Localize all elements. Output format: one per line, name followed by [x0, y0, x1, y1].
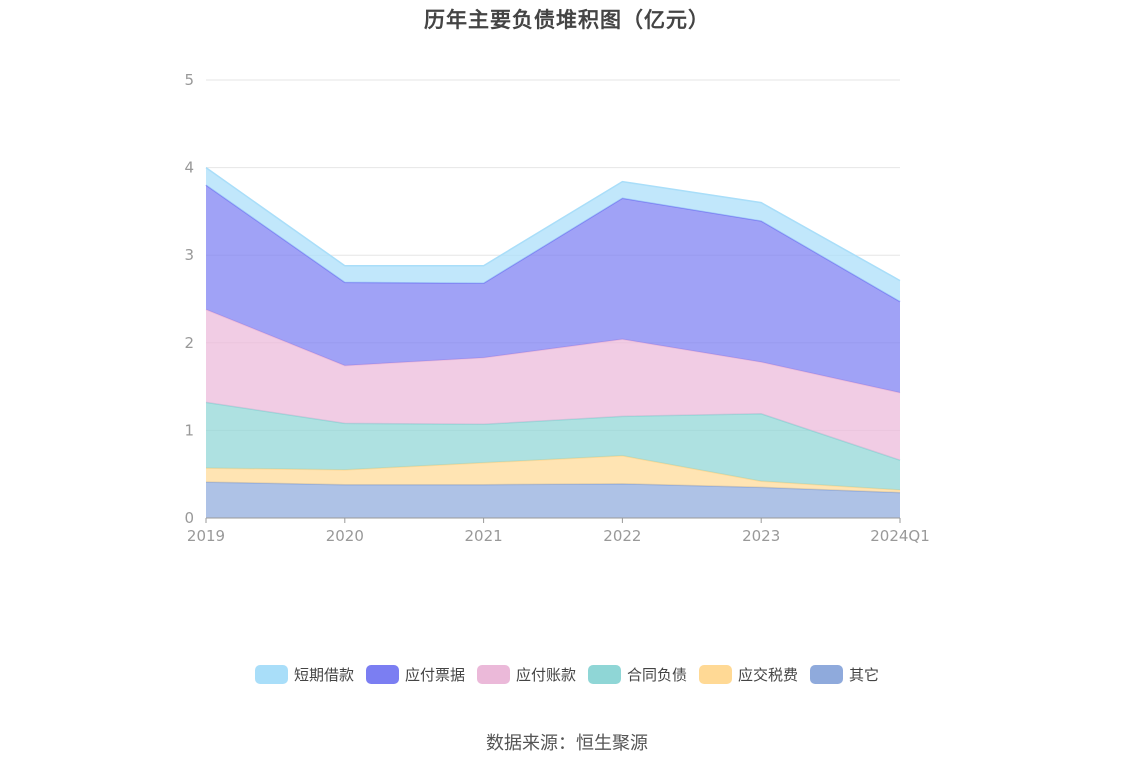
legend-label: 应付账款	[515, 666, 576, 684]
y-tick-label: 0	[184, 509, 194, 527]
legend-item[interactable]: 合同负债	[588, 664, 687, 685]
x-tick-label: 2021	[465, 527, 503, 545]
legend-swatch	[699, 665, 733, 684]
legend-label: 其它	[849, 666, 880, 684]
x-tick-label: 2020	[326, 527, 364, 545]
y-tick-label: 3	[184, 246, 194, 264]
y-tick-label: 1	[184, 421, 194, 439]
axes: 0 1 2 3 4 5 2019 2020 2021 2022 2023 2024Q1	[184, 71, 929, 545]
x-tick-label: 2024Q1	[870, 527, 930, 545]
area-series-edge-5	[205, 166, 901, 282]
legend-label: 合同负债	[627, 666, 688, 684]
area-series-3	[206, 309, 900, 461]
legend-item[interactable]: 短期借款	[254, 664, 354, 685]
area-series	[205, 166, 901, 518]
legend-swatch	[254, 665, 288, 684]
y-tick-label: 4	[184, 159, 194, 177]
x-tick-label: 2022	[603, 527, 641, 545]
x-tick-label: 2023	[742, 527, 780, 545]
source-note: 数据来源：恒生聚源	[486, 733, 648, 754]
legend-swatch	[365, 665, 399, 684]
chart-title: 历年主要负债堆积图（亿元）	[424, 8, 710, 32]
legend-swatch	[588, 665, 621, 684]
legend-item[interactable]: 其它	[810, 664, 879, 685]
x-tick-label: 2019	[187, 527, 225, 545]
legend-label: 短期借款	[293, 666, 354, 684]
legend-label: 应付票据	[404, 666, 465, 684]
legend-label: 应交税费	[738, 666, 799, 684]
legend-swatch	[476, 665, 510, 684]
area-series-1	[206, 455, 900, 493]
y-tick-label: 5	[184, 71, 194, 89]
legend-swatch	[810, 665, 844, 684]
area-series-0	[206, 482, 900, 518]
legend-item[interactable]: 应交税费	[699, 664, 798, 685]
legend-item[interactable]: 应付票据	[365, 664, 465, 685]
area-series-5	[206, 167, 900, 302]
legend: 短期借款 应付票据 应付账款 合同负债 应交税费 其它	[0, 664, 1134, 685]
area-series-4	[206, 185, 900, 393]
legend-item[interactable]: 应付账款	[476, 664, 576, 685]
y-tick-label: 2	[184, 334, 194, 352]
